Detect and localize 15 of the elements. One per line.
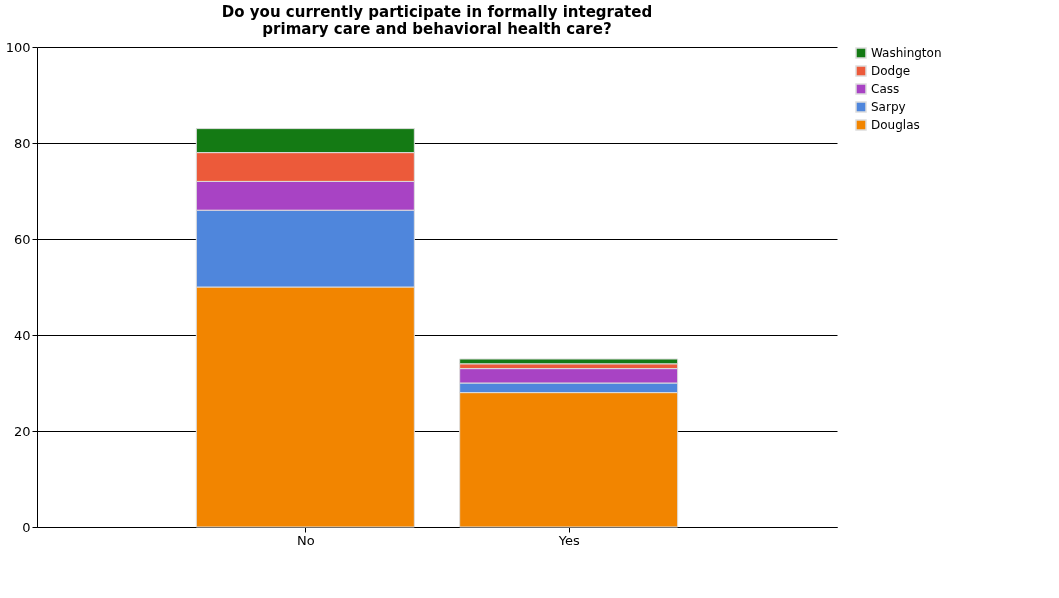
x-tick-label: No: [296, 532, 315, 548]
legend-label: Cass: [871, 82, 900, 96]
y-tick-label: 80: [13, 135, 31, 151]
legend-label: Dodge: [871, 64, 911, 78]
x-tick-label: Yes: [557, 532, 580, 548]
y-tick-label: 100: [5, 39, 31, 55]
y-tick-label: 20: [13, 423, 31, 439]
legend-label: Sarpy: [871, 100, 906, 114]
chart-title: Do you currently participate in formally integrated primary care and behavioral health care?: [221, 3, 653, 38]
bar: [459, 358, 679, 365]
legend-label: Douglas: [871, 118, 920, 132]
y-tick-label: 60: [13, 231, 31, 247]
legend-label: Washington: [871, 46, 942, 60]
y-tick-label: 0: [22, 519, 31, 535]
y-tick-label: 40: [13, 327, 31, 343]
